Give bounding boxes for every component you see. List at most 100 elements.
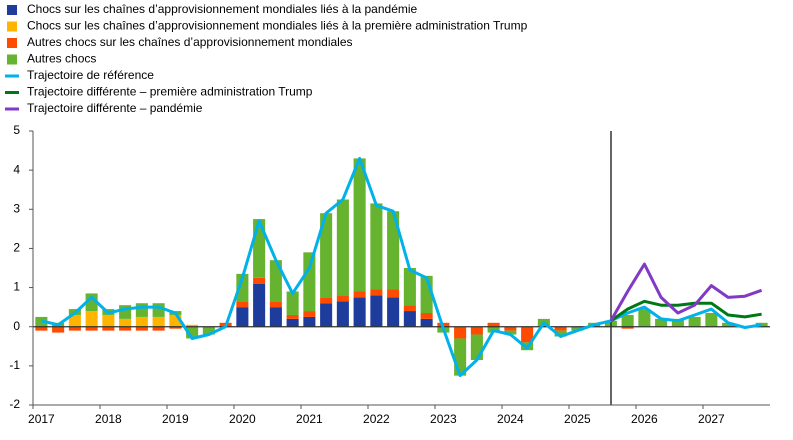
bar-segment <box>554 330 567 337</box>
bar-segment <box>336 301 349 327</box>
x-tick-label: 2018 <box>95 412 122 426</box>
bar-segment <box>169 326 182 329</box>
legend-swatch <box>7 54 17 65</box>
x-tick-label: 2026 <box>631 412 658 426</box>
bar-segment <box>571 326 584 331</box>
bar-segment <box>119 318 132 327</box>
bar-segment <box>554 326 567 331</box>
bar-segment <box>320 213 333 298</box>
bar-segment <box>52 326 65 333</box>
y-tick-label: -2 <box>9 397 20 411</box>
bar-segment <box>353 297 366 327</box>
x-tick-label: 2017 <box>28 412 55 426</box>
series-line <box>41 156 762 378</box>
bar-segment <box>370 203 383 290</box>
bar-segment <box>303 316 316 327</box>
bar-segment <box>487 322 500 327</box>
bar-segment <box>85 293 98 312</box>
bar-segment <box>320 297 333 304</box>
bar-segment <box>85 311 98 327</box>
bar-segment <box>387 211 400 290</box>
legend-swatch <box>7 38 17 48</box>
legend-label: Trajectoire différente – première admini… <box>27 85 313 99</box>
y-tick-label: 2 <box>13 241 20 255</box>
x-tick-label: 2022 <box>363 412 390 426</box>
bar-segment <box>671 318 684 327</box>
legend-swatch <box>7 21 17 32</box>
x-tick-label: 2023 <box>430 412 457 426</box>
bar-segment <box>253 277 266 284</box>
bar-segment <box>135 316 148 327</box>
y-tick-label: 4 <box>13 162 20 176</box>
bar-segment <box>303 311 316 317</box>
legend-swatch <box>7 5 17 15</box>
bar-segment <box>253 283 266 327</box>
bar-segment <box>470 334 483 360</box>
bar-segment <box>202 326 215 335</box>
legend-label: Trajectoire différente – pandémie <box>27 101 203 115</box>
bar-segment <box>420 313 433 319</box>
legend-label: Chocs sur les chaînes d’approvisionnemen… <box>27 2 418 16</box>
bar-segment <box>169 314 182 327</box>
bar-segment <box>186 326 199 339</box>
bar-segment <box>336 295 349 302</box>
x-tick-label: 2027 <box>698 412 725 426</box>
x-tick-label: 2024 <box>497 412 524 426</box>
y-tick-label: 1 <box>13 280 20 294</box>
y-tick-label: -1 <box>9 358 20 372</box>
x-tick-label: 2019 <box>162 412 189 426</box>
bar-segment <box>504 330 517 335</box>
bar-segment <box>387 297 400 327</box>
legend-label: Chocs sur les chaînes d’approvisionnemen… <box>27 19 528 33</box>
bar-segment <box>722 322 735 327</box>
bar-segment <box>119 326 132 331</box>
bar-segment <box>621 314 634 327</box>
bar-segment <box>353 291 366 298</box>
legend-label: Autres chocs <box>27 52 96 66</box>
bar-segment <box>286 314 299 319</box>
bar-segment <box>35 326 48 331</box>
bar-segment <box>420 318 433 327</box>
bar-segment <box>470 326 483 335</box>
bar-segment <box>236 307 249 327</box>
bar-segment <box>403 305 416 312</box>
bar-segment <box>236 301 249 308</box>
legend-label: Autres chocs sur les chaînes d’approvisi… <box>27 35 353 49</box>
series-line <box>610 299 762 323</box>
bar-segment <box>152 316 165 327</box>
legend-label: Trajectoire de référence <box>27 68 154 82</box>
bar-segment <box>68 326 81 331</box>
bar-segment <box>286 318 299 327</box>
bar-segment <box>705 313 718 327</box>
bar-segment <box>320 303 333 327</box>
x-tick-label: 2021 <box>296 412 323 426</box>
bar-segment <box>688 316 701 327</box>
bar-segment <box>621 326 634 329</box>
bar-segment <box>370 289 383 296</box>
bar-segment <box>269 260 282 302</box>
bar-segment <box>102 314 115 327</box>
bar-segment <box>638 309 651 327</box>
bar-segment <box>370 295 383 327</box>
bar-segment <box>336 199 349 296</box>
bar-segment <box>504 326 517 331</box>
bar-segment <box>655 318 668 327</box>
bar-segment <box>135 326 148 331</box>
bar-segment <box>85 326 98 331</box>
bar-segment <box>135 303 148 317</box>
y-tick-label: 3 <box>13 201 20 215</box>
x-tick-label: 2025 <box>564 412 591 426</box>
bar-segment <box>403 268 416 306</box>
bar-segment <box>387 289 400 298</box>
bar-segment <box>403 311 416 327</box>
bar-segment <box>755 322 768 327</box>
bar-segment <box>454 326 467 339</box>
bar-segment <box>186 324 199 327</box>
bar-segment <box>68 314 81 327</box>
bar-segment <box>303 252 316 312</box>
y-tick-label: 5 <box>13 123 20 137</box>
bar-segment <box>353 158 366 292</box>
bar-segment <box>102 326 115 331</box>
